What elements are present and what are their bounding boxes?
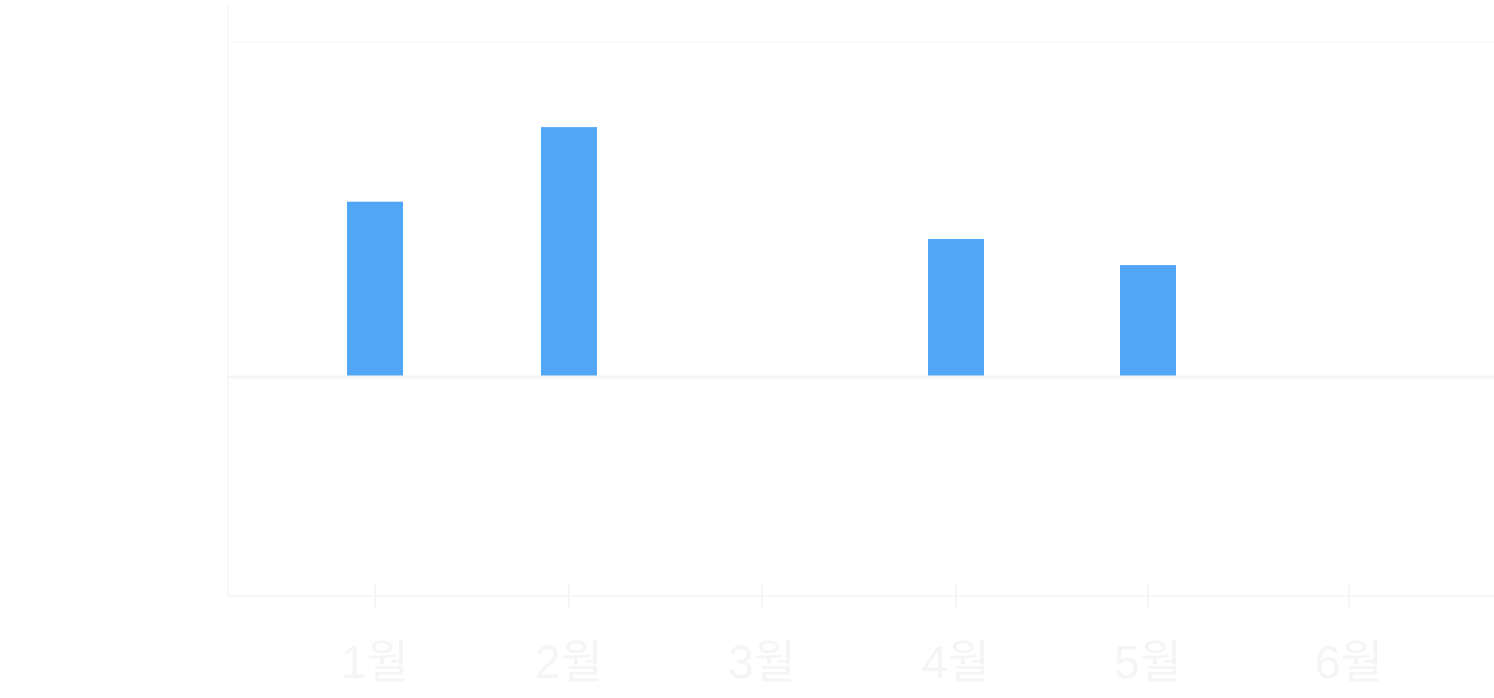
x-tick-label-5: 5월 xyxy=(1114,636,1182,688)
x-tick-label-1: 1월 xyxy=(341,636,409,688)
bar-5 xyxy=(1120,265,1176,377)
bar-2 xyxy=(541,127,597,377)
bar-1 xyxy=(347,201,403,377)
bar-4 xyxy=(928,238,984,377)
label-layer: 1월 2월 3월 4월 5월 6월 xyxy=(341,636,1383,688)
grid-layer xyxy=(227,4,1494,597)
bar-layer xyxy=(347,127,1176,377)
x-tick-label-6: 6월 xyxy=(1315,636,1383,688)
x-tick-label-3: 3월 xyxy=(728,636,796,688)
x-tick-label-4: 4월 xyxy=(922,636,990,688)
x-tick-label-2: 2월 xyxy=(535,636,603,688)
axis-layer xyxy=(228,375,1494,608)
